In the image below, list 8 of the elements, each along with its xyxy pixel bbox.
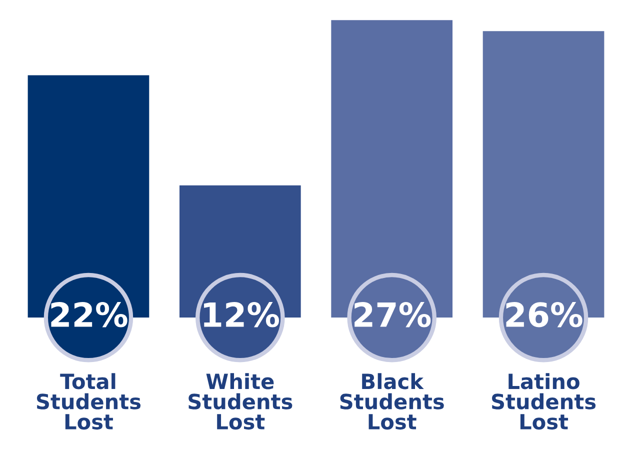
x-tick-label: Black Students Lost xyxy=(340,373,444,430)
data-label: 26% xyxy=(506,302,582,328)
x-tick-label: Total Students Lost xyxy=(36,373,141,430)
x-tick-label: White Students Lost xyxy=(188,373,292,430)
data-label: 12% xyxy=(204,302,279,328)
data-label: 27% xyxy=(354,302,431,328)
x-tick-label: Latino Students Lost xyxy=(492,373,596,430)
data-label: 22% xyxy=(51,302,128,328)
